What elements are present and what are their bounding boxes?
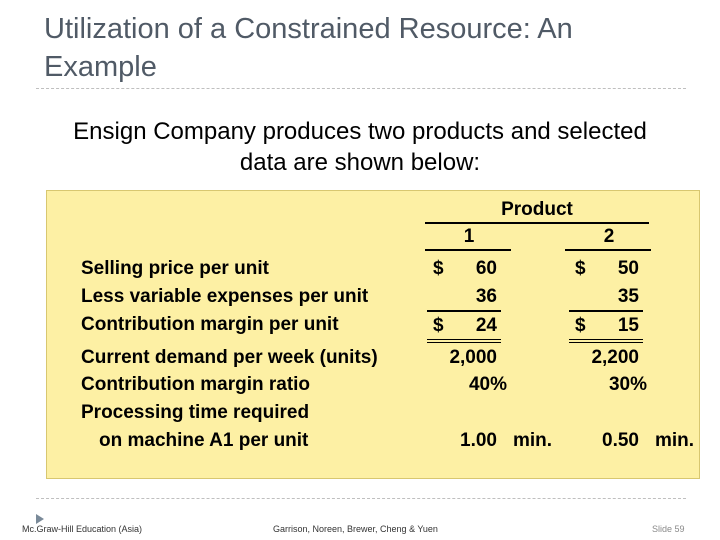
footer-divider (36, 498, 686, 499)
footer-authors: Garrison, Noreen, Brewer, Cheng & Yuen (273, 524, 438, 534)
row-label-contribution-margin: Contribution margin per unit (81, 314, 339, 335)
dollar-sign: $ (575, 258, 586, 279)
product-2-header-rule (565, 249, 651, 251)
current-demand-product-2: 2,200 (591, 347, 639, 368)
contribution-margin-product-2: 15 (617, 315, 639, 336)
current-demand-product-1: 2,000 (449, 347, 497, 368)
slide-subtitle: Ensign Company produces two products and… (73, 118, 647, 176)
row-label-processing-time: Processing time required (81, 402, 310, 423)
slide-title: Utilization of a Constrained Resource: A… (44, 13, 573, 83)
variable-expenses-product-1: 36 (475, 286, 497, 307)
contribution-margin-product-1: 24 (475, 315, 497, 336)
product-1-header: 1 (463, 226, 475, 247)
processing-time-unit-2: min. (655, 430, 695, 451)
product-data-table: Product 1 2 Selling price per unit $ 60 … (46, 190, 700, 479)
dollar-sign: $ (575, 315, 586, 336)
dollar-sign: $ (433, 258, 444, 279)
footer-publisher: Mc.Graw-Hill Education (Asia) (22, 524, 143, 534)
cm-ratio-product-2: 30% (608, 374, 647, 395)
subtotal-rule-1 (427, 310, 501, 312)
processing-time-product-1: 1.00 (460, 430, 497, 451)
triangle-bullet-icon (36, 514, 44, 524)
processing-time-product-2: 0.50 (602, 430, 639, 451)
cm-ratio-product-1: 40% (468, 374, 507, 395)
total-rule-1b (427, 342, 501, 343)
product-header: Product (501, 199, 573, 220)
subtotal-rule-2 (569, 310, 643, 312)
selling-price-product-2: 50 (617, 258, 639, 279)
slide-number: Slide 59 (652, 524, 685, 534)
header-rule (425, 222, 649, 224)
dollar-sign: $ (433, 315, 444, 336)
total-rule-1a (427, 339, 501, 340)
row-label-current-demand: Current demand per week (units) (81, 347, 378, 368)
row-label-variable-expenses: Less variable expenses per unit (81, 286, 369, 307)
row-label-selling-price: Selling price per unit (81, 258, 269, 279)
product-1-header-rule (425, 249, 511, 251)
row-label-processing-time-line2: on machine A1 per unit (99, 430, 309, 451)
variable-expenses-product-2: 35 (617, 286, 639, 307)
total-rule-2a (569, 339, 643, 340)
selling-price-product-1: 60 (475, 258, 497, 279)
total-rule-2b (569, 342, 643, 343)
product-2-header: 2 (603, 226, 615, 247)
title-divider (36, 88, 686, 89)
row-label-cm-ratio: Contribution margin ratio (81, 374, 311, 395)
processing-time-unit-1: min. (513, 430, 553, 451)
